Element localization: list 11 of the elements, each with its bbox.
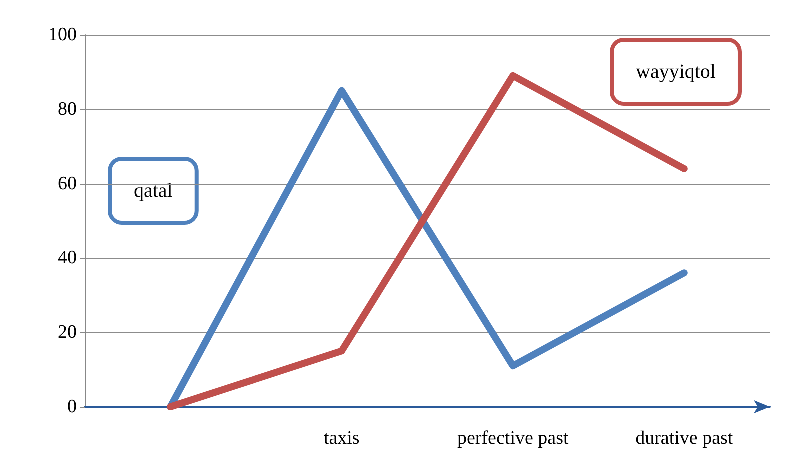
text: wayyiqtol	[636, 61, 716, 83]
y-tick-label: 60	[58, 173, 77, 194]
y-tick-label: 20	[58, 322, 77, 344]
y-tick-label: 0	[68, 396, 77, 418]
x-tick-label: perfective past	[457, 428, 570, 449]
y-tick-label: 100	[48, 24, 77, 46]
y-tick-label: 80	[58, 98, 77, 120]
text: qatal	[134, 180, 174, 202]
x-tick-label: taxis	[324, 428, 360, 449]
x-tick-label: durative past	[636, 428, 734, 449]
y-tick-label: 40	[58, 248, 77, 269]
